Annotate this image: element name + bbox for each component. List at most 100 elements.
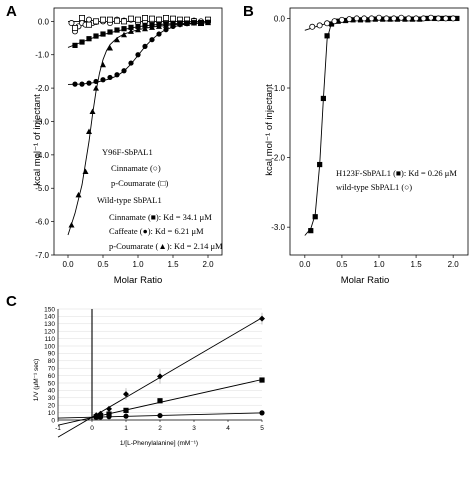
- panel-c-ytick-label: 120: [44, 329, 55, 336]
- panel-b-xlabel: Molar Ratio: [341, 275, 390, 286]
- panel-c-ytick-label: 50: [48, 380, 56, 387]
- panel-c-circle-point: [93, 414, 99, 420]
- panel-b-xtick-label: 1.0: [373, 260, 385, 269]
- panel-b-square-filled-point: [387, 16, 393, 22]
- panel-b-ytick-label: -3.0: [271, 223, 285, 232]
- panel-a-xlabel: Molar Ratio: [114, 275, 163, 286]
- panel-a-ylabel: kcal mol⁻¹ of injectant: [32, 94, 43, 186]
- panel-b-circle-open-point: [427, 14, 434, 21]
- legend-line-pcoumarate-kd: p-Coumarate (▲): Kd = 2.14 μM: [109, 241, 223, 251]
- panel-a-triangle-filled-point: [191, 20, 197, 26]
- panel-c-xtick-label: 2: [158, 425, 162, 432]
- panel-a-circle-filled-point: [100, 77, 106, 83]
- legend-line-wildtype: Wild-type SbPAL1: [97, 195, 162, 205]
- panel-a-triangle-filled-point: [86, 128, 92, 134]
- panel-b-square-filled-point: [402, 16, 408, 22]
- panel-b-fit-curve: [304, 17, 457, 236]
- panel-a-letter: A: [6, 3, 17, 20]
- panel-c-xtick-label: 3: [192, 425, 196, 432]
- panel-a-triangle-filled-point: [170, 21, 176, 28]
- panel-a-square-open-point: [107, 16, 114, 23]
- panel-a-square-open-point: [79, 15, 86, 22]
- panel-c-xtick-label: 1: [124, 425, 128, 432]
- panel-a-circle-filled-point: [72, 81, 78, 87]
- panel-a-xtick-label: 2.0: [202, 260, 214, 269]
- panel-c-ytick-label: 90: [48, 351, 56, 358]
- panel-b-circle-open-point: [435, 15, 442, 22]
- panel-c-xtick-label: -1: [55, 425, 61, 432]
- panel-a-square-open-point: [141, 15, 148, 22]
- legend-line-y96f: Y96F-SbPAL1: [102, 147, 153, 157]
- panel-b-square-filled-point: [380, 16, 386, 22]
- panel-b-circle-open-point: [331, 18, 338, 25]
- legend-line-caffeate-kd: Caffeate (●): Kd = 6.21 μM: [109, 226, 204, 236]
- panel-c-diamond-point: [106, 405, 112, 412]
- legend-line-cinnamate-kd: Cinnamate (■): Kd = 34.1 μM: [109, 212, 212, 222]
- panel-a-square-filled-point: [128, 24, 134, 30]
- panel-a-square-filled-point: [79, 39, 85, 45]
- panel-a-xtick-label: 0.0: [62, 260, 74, 269]
- panel-a-triangle-filled-point: [68, 221, 75, 228]
- panel-b-ylabel: kcal mol⁻¹ of injectant: [264, 84, 275, 176]
- panel-a-triangle-filled-point: [100, 61, 106, 68]
- panel-a-triangle-filled-point: [149, 24, 155, 30]
- panel-a-square-filled-point: [142, 22, 148, 28]
- panel-b-circle-open-point: [383, 15, 390, 22]
- panel-c-square-point: [157, 398, 163, 404]
- panel-c-ytick-label: 20: [48, 403, 56, 410]
- panel-c-xtick-label: 0: [90, 425, 94, 432]
- panel-c-circle-point: [123, 413, 129, 419]
- panel-a-triangle-filled-point: [128, 28, 134, 34]
- panel-c-ytick-label: 140: [44, 314, 55, 321]
- panel-b-square-filled-point: [320, 95, 326, 102]
- panel-a-square-filled-point: [93, 33, 99, 39]
- panel-c-xtick-label: 4: [226, 425, 230, 432]
- panel-a-circle-filled-point: [114, 72, 120, 78]
- panel-a-circle-filled-point: [135, 52, 141, 58]
- panel-c-diamond-point: [157, 373, 163, 380]
- panel-b-square-filled-point: [328, 21, 335, 27]
- legend-line-pcoumarate-open: p-Coumarate (□): [111, 178, 168, 188]
- panel-a-triangle-filled-point: [82, 168, 89, 175]
- panel-a-square-open-point: [134, 16, 141, 23]
- panel-b-circle-open-point: [338, 16, 345, 23]
- panel-c-square-point: [259, 377, 265, 383]
- panel-b-circle-open-point: [442, 15, 449, 22]
- panel-c-ytick-label: 40: [48, 388, 56, 395]
- panel-c-ytick-label: 110: [45, 336, 56, 343]
- panel-c-square-point: [123, 407, 129, 413]
- panel-b-xtick-label: 0.0: [299, 260, 311, 269]
- panel-b-circle-open-point: [316, 22, 323, 29]
- panel-b-circle-open-point: [420, 15, 427, 22]
- panel-b: B kcal mol⁻¹ of injectant Molar Ratio H1…: [243, 3, 469, 286]
- panel-a-circle-filled-point: [156, 31, 162, 37]
- panel-c-diamond-point: [123, 391, 129, 398]
- panel-a-circle-filled-point: [149, 37, 155, 43]
- panel-a-triangle-filled-point: [114, 36, 120, 43]
- panel-a-ytick-label: -1.0: [35, 51, 49, 60]
- panel-c-ytick-label: 0: [51, 417, 55, 424]
- panel-b-square-filled-point: [446, 15, 453, 22]
- panel-b-square-filled-point: [317, 161, 323, 168]
- panel-c-circle-point: [97, 414, 104, 420]
- panel-b-circle-open-point: [368, 15, 375, 22]
- panel-b-square-filled-point: [308, 228, 314, 234]
- panel-a-square-open-point: [114, 17, 121, 24]
- panel-a-square-open-point: [148, 15, 155, 22]
- panel-c-xlabel: 1/[L-Phenylalanine] (mM⁻¹): [120, 440, 198, 447]
- panel-a: A kcal mol⁻¹ of injectant Molar Ratio Y9…: [6, 3, 223, 286]
- panel-a-square-filled-point: [107, 29, 113, 35]
- panel-b-square-filled-point: [357, 17, 364, 23]
- panel-b-square-filled-point: [394, 16, 401, 22]
- panel-b-ytick-label: 0.0: [274, 14, 286, 23]
- panel-c-circle-point: [106, 414, 112, 420]
- panel-a-ytick-label: -6.0: [35, 218, 49, 227]
- panel-a-square-open-point: [93, 18, 100, 25]
- panel-a-circle-filled-point: [107, 74, 113, 81]
- panel-a-square-open-point: [127, 15, 134, 22]
- panel-a-triangle-filled-point: [93, 85, 99, 91]
- panel-c-ytick-label: 60: [48, 373, 56, 380]
- panel-a-square-filled-point: [86, 36, 92, 42]
- panel-b-letter: B: [243, 3, 254, 20]
